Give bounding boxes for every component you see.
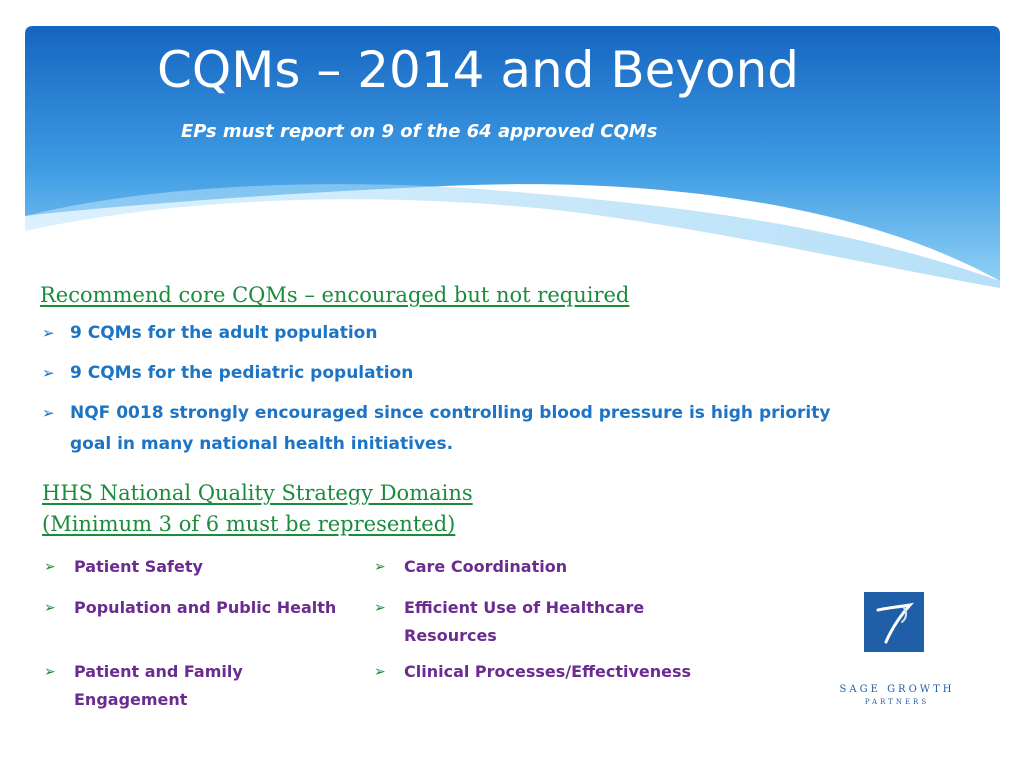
arrow-bullet-icon: ➢ <box>42 364 55 382</box>
arrow-bullet-icon: ➢ <box>42 324 55 342</box>
logo-mark <box>864 592 924 652</box>
slide-title: CQMs – 2014 and Beyond <box>157 41 800 99</box>
domain-item-text: Population and Public Health <box>74 598 337 617</box>
arrow-bullet-icon: ➢ <box>44 600 56 616</box>
list-item-text: 9 CQMs for the pediatric population <box>70 363 414 383</box>
arrow-bullet-icon: ➢ <box>42 404 55 422</box>
domain-item: ➢ Patient Safety <box>44 553 374 581</box>
core-cqms-list: ➢ 9 CQMs for the adult population ➢ 9 CQ… <box>40 318 870 470</box>
domains-heading: HHS National Quality Strategy Domains <box>42 481 473 505</box>
list-item-text: NQF 0018 strongly encouraged since contr… <box>70 403 831 454</box>
domain-item-text: Patient and Family Engagement <box>74 662 243 709</box>
company-logo: SAGE GROWTH PARTNERS <box>822 590 972 715</box>
domain-item-text: Patient Safety <box>74 557 203 576</box>
domain-item: ➢ Patient and Family Engagement <box>44 658 334 714</box>
arrow-bullet-icon: ➢ <box>374 664 386 680</box>
domain-item: ➢ Clinical Processes/Effectiveness <box>374 658 734 686</box>
arrow-bullet-icon: ➢ <box>374 559 386 575</box>
arrow-bullet-icon: ➢ <box>44 664 56 680</box>
list-item-text: 9 CQMs for the adult population <box>70 323 378 343</box>
domains-heading-note: (Minimum 3 of 6 must be represented) <box>42 512 456 536</box>
list-item: ➢ 9 CQMs for the pediatric population <box>40 358 870 388</box>
list-item: ➢ NQF 0018 strongly encouraged since con… <box>40 398 870 460</box>
domain-item: ➢ Efficient Use of Healthcare Resources <box>374 594 734 650</box>
domain-item-text: Clinical Processes/Effectiveness <box>404 662 692 681</box>
logo-subname: PARTNERS <box>864 698 930 706</box>
logo-seven-icon <box>876 602 915 644</box>
title-banner <box>25 26 1000 296</box>
core-cqms-heading: Recommend core CQMs – encouraged but not… <box>40 283 630 307</box>
logo-name: SAGE GROWTH <box>839 684 955 695</box>
domain-item: ➢ Population and Public Health <box>44 594 374 622</box>
list-item: ➢ 9 CQMs for the adult population <box>40 318 870 348</box>
slide-subtitle: EPs must report on 9 of the 64 approved … <box>181 121 658 142</box>
domain-item: ➢ Care Coordination <box>374 553 734 581</box>
arrow-bullet-icon: ➢ <box>374 600 386 616</box>
domain-item-text: Care Coordination <box>404 557 568 576</box>
arrow-bullet-icon: ➢ <box>44 559 56 575</box>
domain-item-text: Efficient Use of Healthcare Resources <box>404 598 645 645</box>
